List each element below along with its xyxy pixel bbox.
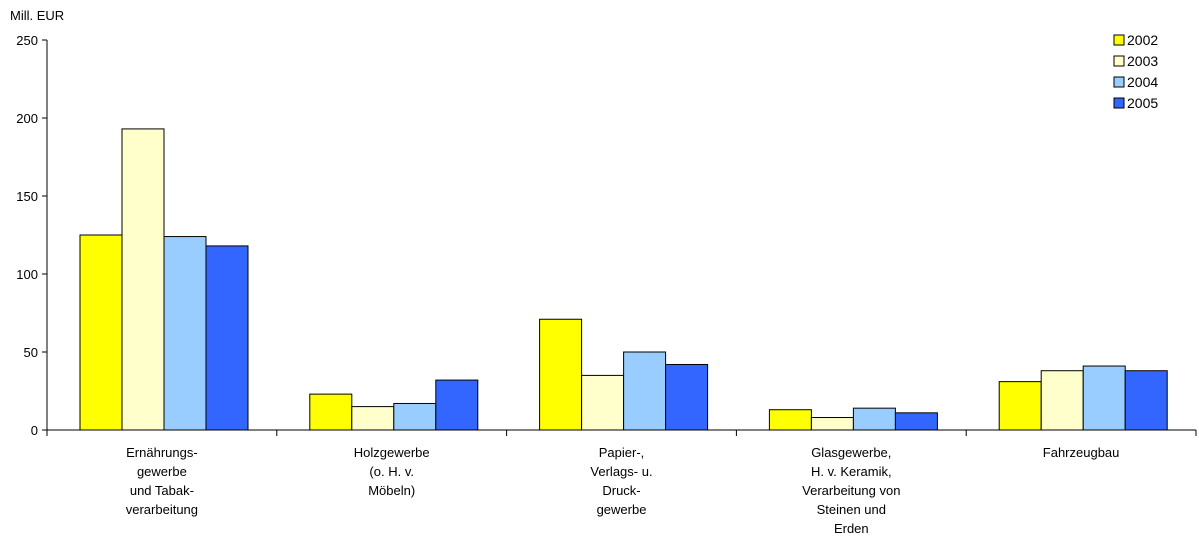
- legend-swatch-2004: [1113, 76, 1125, 88]
- x-tick-label-5-line-1: Fahrzeugbau: [1043, 445, 1120, 460]
- x-tick-label-3-line-1: Papier-,: [599, 445, 645, 460]
- y-tick-label-100: 100: [16, 267, 38, 282]
- x-tick-label-1-line-4: verarbeitung: [126, 502, 198, 517]
- y-tick-label-200: 200: [16, 111, 38, 126]
- bar-2002-2: [309, 393, 353, 431]
- legend-swatch-2002: [1113, 34, 1125, 46]
- y-tick-label-250: 250: [16, 33, 38, 48]
- legend-label-2002: 2002: [1127, 32, 1158, 48]
- x-tick-label-3-line-2: Verlags- u.: [590, 464, 652, 479]
- bar-2003-5: [1040, 370, 1084, 431]
- x-tick-label-1-line-3: und Tabak-: [130, 483, 194, 498]
- legend-swatch-2003: [1113, 55, 1125, 67]
- x-tick-label-4-line-3: Verarbeitung von: [802, 483, 900, 498]
- bar-2004-4: [852, 407, 896, 431]
- bar-2005-3: [665, 363, 709, 431]
- bar-2003-2: [351, 406, 395, 431]
- x-tick-label-1-line-2: gewerbe: [137, 464, 187, 479]
- bar-2005-1: [205, 245, 249, 431]
- x-tick-label-3-line-3: Druck-: [602, 483, 640, 498]
- y-tick-label-150: 150: [16, 189, 38, 204]
- legend-label-2004: 2004: [1127, 74, 1158, 90]
- x-tick-label-4-line-1: Glasgewerbe,: [811, 445, 891, 460]
- y-tick-label-0: 0: [31, 423, 38, 438]
- x-tick-label-2-line-2: (o. H. v.: [369, 464, 414, 479]
- bar-2004-5: [1082, 365, 1126, 431]
- bar-2003-1: [121, 128, 165, 431]
- bar-2005-5: [1124, 370, 1168, 431]
- legend-label-2003: 2003: [1127, 53, 1158, 69]
- x-tick-label-4-line-4: Steinen und: [817, 502, 886, 517]
- x-tick-label-4-line-5: Erden: [834, 521, 869, 536]
- bar-2002-5: [998, 381, 1042, 431]
- y-tick-label-50: 50: [24, 345, 38, 360]
- bar-2002-4: [768, 409, 812, 431]
- x-tick-label-2-line-1: Holzgewerbe: [354, 445, 430, 460]
- bar-2004-1: [163, 236, 207, 431]
- y-axis-label: Mill. EUR: [10, 8, 64, 23]
- x-tick-label-4-line-2: H. v. Keramik,: [811, 464, 892, 479]
- bar-2002-1: [79, 234, 123, 431]
- x-tick-label-1-line-1: Ernährungs-: [126, 445, 198, 460]
- bar-2002-3: [539, 318, 583, 431]
- bar-2003-4: [810, 417, 854, 431]
- bar-2004-2: [393, 402, 437, 431]
- legend-swatch-2005: [1113, 97, 1125, 109]
- legend-label-2005: 2005: [1127, 95, 1158, 111]
- bar-2005-2: [435, 379, 479, 431]
- x-tick-label-3-line-4: gewerbe: [597, 502, 647, 517]
- bar-2003-3: [581, 374, 625, 431]
- bar-2004-3: [623, 351, 667, 431]
- bar-2005-4: [894, 412, 938, 431]
- x-tick-label-2-line-3: Möbeln): [368, 483, 415, 498]
